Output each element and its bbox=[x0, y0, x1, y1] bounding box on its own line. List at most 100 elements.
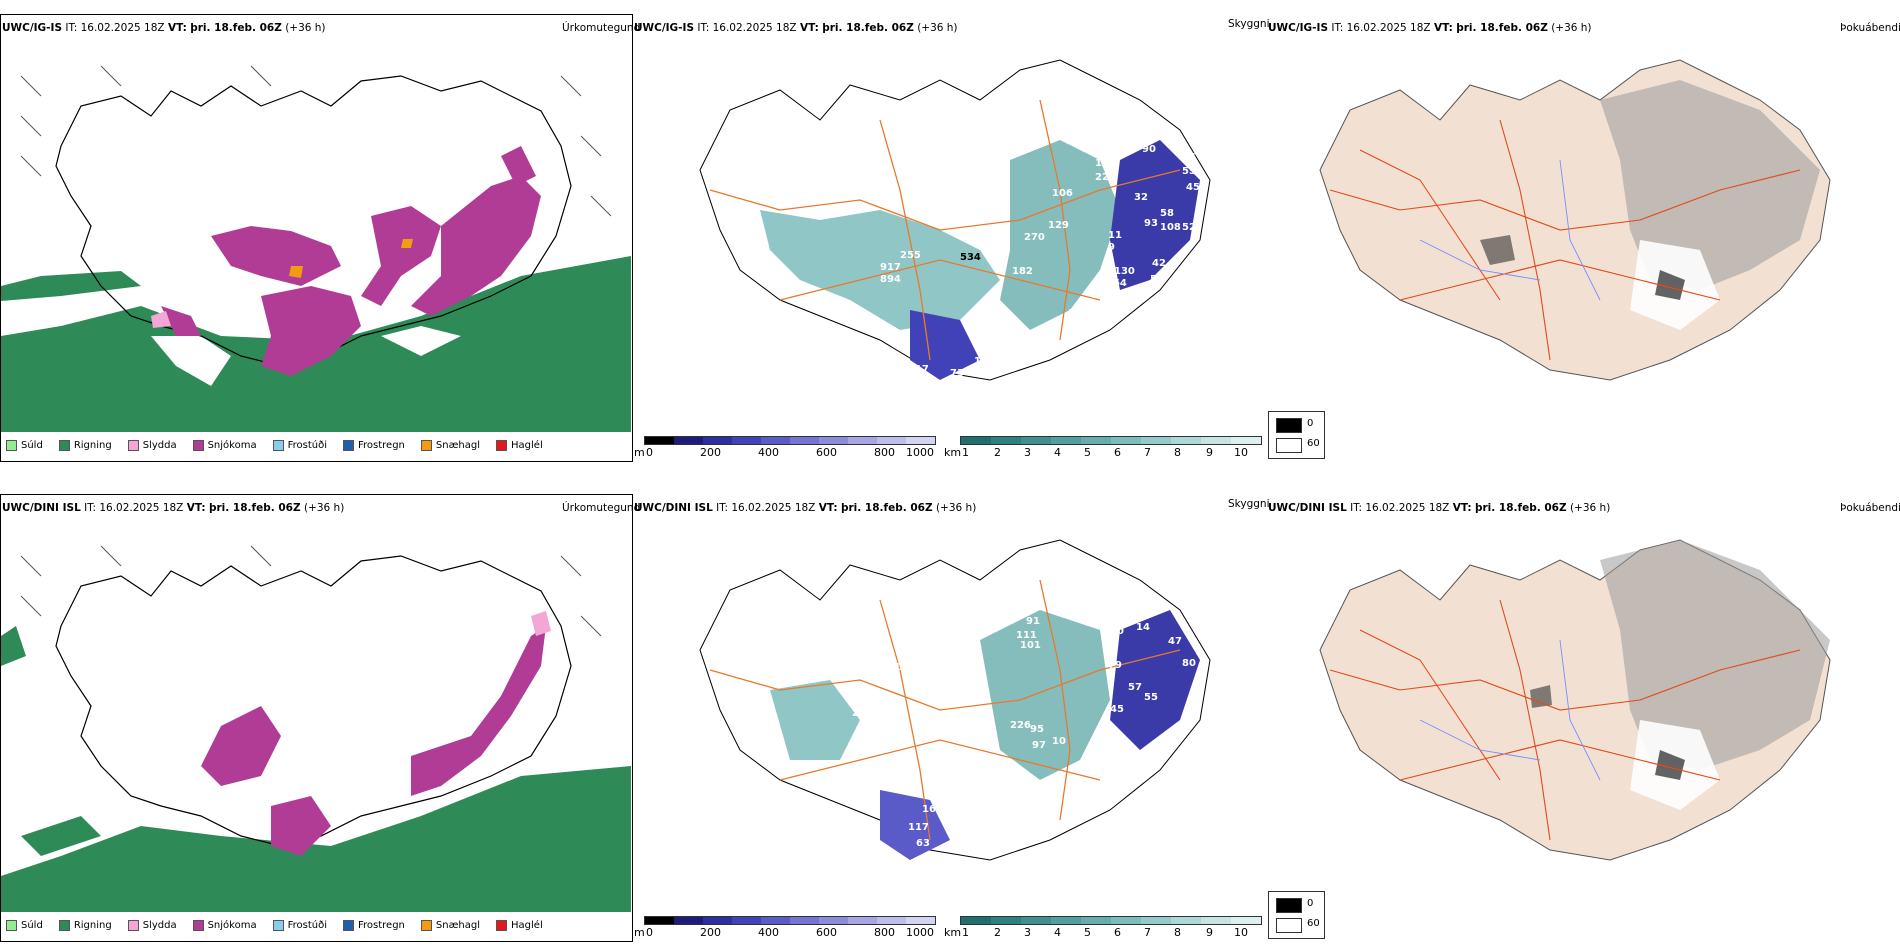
lead-time: (+36 h) bbox=[1569, 502, 1611, 514]
valid-time: þri. 18.feb. 06Z bbox=[1456, 22, 1548, 34]
init-time: IT: 16.02.2025 18Z bbox=[65, 22, 165, 34]
ceiling-label: 9 bbox=[1108, 242, 1115, 253]
ceiling-label: 11 bbox=[1068, 330, 1082, 341]
ceiling-label: 204 bbox=[1095, 132, 1116, 143]
visibility-tick: 1 bbox=[962, 446, 969, 459]
ceiling-tick: 200 bbox=[700, 926, 721, 939]
visibility-tick: 5 bbox=[1084, 926, 1091, 939]
lead-time: (+36 h) bbox=[935, 502, 977, 514]
ceiling-label: 10 bbox=[1052, 736, 1066, 747]
ceiling-label: 73 bbox=[950, 368, 964, 379]
init-time: IT: 16.02.2025 18Z bbox=[1350, 502, 1450, 514]
valid-time: þri. 18.feb. 06Z bbox=[1474, 502, 1567, 514]
visibility-tick: 7 bbox=[1144, 446, 1151, 459]
ceiling-label: 117 bbox=[908, 822, 929, 833]
visibility-tick: 2 bbox=[994, 446, 1001, 459]
legend-item-sudl: Súld bbox=[6, 440, 43, 451]
legend-label: Frostregn bbox=[358, 440, 405, 451]
ceiling-bar bbox=[644, 436, 936, 445]
ceiling-label: 58 bbox=[1160, 208, 1174, 219]
visibility-tick: 9 bbox=[1206, 446, 1213, 459]
ceiling-label: 79 bbox=[1108, 660, 1122, 671]
visibility-tick: 4 bbox=[1054, 926, 1061, 939]
precip-panel-title: Úrkomutegund bbox=[562, 502, 641, 514]
init-time: IT: 16.02.2025 18Z bbox=[697, 22, 797, 34]
lead-time: (+36 h) bbox=[285, 22, 326, 34]
ceiling-label: 70 bbox=[1110, 626, 1124, 637]
fog-legend-label: 0 bbox=[1307, 898, 1314, 909]
ceiling-label: 511 bbox=[870, 670, 891, 681]
ceiling-label: 42 bbox=[1152, 258, 1166, 269]
visibility-colorbar-1: km 1 2 3 4 5 6 7 8 9 10 bbox=[944, 436, 1264, 459]
fog-legend-1: 0 60 bbox=[1268, 411, 1325, 459]
ceiling-label: 36 bbox=[1182, 596, 1196, 607]
valid-time-label: VT: bbox=[186, 502, 206, 514]
model-name: UWC/DINI ISL bbox=[2, 502, 81, 514]
lead-time: (+36 h) bbox=[917, 22, 958, 34]
ceiling-label: 132 bbox=[1095, 158, 1116, 169]
ceiling-label: 45 bbox=[1186, 182, 1200, 193]
model-name: UWC/DINI ISL bbox=[1268, 502, 1347, 514]
ceiling-label: 917 bbox=[880, 262, 901, 273]
visibility-tick: 6 bbox=[1114, 926, 1121, 939]
valid-time: þri. 18.feb. 06Z bbox=[822, 22, 914, 34]
ceiling-unit: m bbox=[634, 446, 645, 459]
init-time: IT: 16.02.2025 18Z bbox=[84, 502, 184, 514]
visibility-bar bbox=[960, 916, 1262, 925]
row-2: UWC/DINI ISL IT: 16.02.2025 18Z VT: þri.… bbox=[0, 480, 1900, 950]
legend-item-rigning: Rigning bbox=[58, 440, 112, 451]
ceiling-label: 113 bbox=[958, 792, 979, 803]
ceiling-label: 635 bbox=[790, 342, 811, 353]
visibility-tick: 1 bbox=[962, 926, 969, 939]
legend-label: Snæhagl bbox=[435, 920, 481, 931]
fog-legend-swatch bbox=[1276, 438, 1302, 453]
ceiling-label: 57 bbox=[1128, 682, 1142, 693]
visibility-unit: km bbox=[944, 926, 962, 939]
ceiling-label: 91 bbox=[1026, 616, 1040, 627]
precip-type-map-1 bbox=[1, 65, 631, 432]
fog-map-1 bbox=[1319, 59, 1831, 381]
legend-item-haglel: Haglél bbox=[496, 440, 543, 451]
ceiling-tick: 0 bbox=[646, 446, 653, 459]
ceiling-tick: 0 bbox=[646, 926, 653, 939]
ceiling-colorbar-1: m 0 200 400 600 800 1000 bbox=[634, 436, 936, 459]
legend-item-frostudi: Frostúði bbox=[272, 920, 327, 931]
ceiling-label: 226 bbox=[1010, 720, 1031, 731]
ceiling-label: 55 bbox=[1144, 692, 1158, 703]
ceiling-label: 20 bbox=[1030, 88, 1044, 99]
ceiling-label: 210 bbox=[782, 354, 803, 365]
init-time: IT: 16.02.2025 18Z bbox=[1331, 22, 1431, 34]
panel-header-2: UWC/DINI ISL IT: 16.02.2025 18Z VT: þri.… bbox=[2, 502, 344, 514]
visibility-unit: km bbox=[944, 446, 962, 459]
ceiling-label: 14 bbox=[1136, 622, 1150, 633]
ceiling-label: 95 bbox=[1030, 724, 1044, 735]
legend-label: Frostúði bbox=[287, 920, 327, 931]
ceiling-label: 84 bbox=[1124, 546, 1138, 557]
ceiling-label: 59 bbox=[1124, 612, 1138, 623]
valid-time: þri. 18.feb. 06Z bbox=[840, 502, 933, 514]
init-time: IT: 16.02.2025 18Z bbox=[716, 502, 816, 514]
legend-item-snaehagl: Snæhagl bbox=[420, 440, 480, 451]
ceiling-label: 65 bbox=[1082, 118, 1096, 129]
precip-type-panel-2 bbox=[0, 494, 633, 942]
valid-time: þri. 18.feb. 06Z bbox=[208, 502, 301, 514]
model-name: UWC/IG-IS bbox=[1268, 22, 1329, 34]
valid-time-label: VT: bbox=[167, 22, 187, 34]
precip-type-map-2 bbox=[1, 545, 631, 912]
row-1: UWC/IG-IS IT: 16.02.2025 18Z VT: þri. 18… bbox=[0, 0, 1900, 462]
visibility-tick: 7 bbox=[1144, 926, 1151, 939]
ceiling-label: 53 bbox=[958, 810, 972, 821]
legend-label: Frostúði bbox=[287, 440, 327, 451]
legend-item-frostudi: Frostúði bbox=[272, 440, 327, 451]
ceiling-tick: 400 bbox=[758, 446, 779, 459]
ceiling-label: 176 bbox=[1068, 308, 1089, 319]
ceiling-label: 42 bbox=[1190, 614, 1204, 625]
ceiling-label: 270 bbox=[1024, 232, 1045, 243]
ceiling-colorbar-2: m 0 200 400 600 800 1000 bbox=[634, 916, 936, 939]
ceiling-label: 129 bbox=[1048, 220, 1069, 231]
panel-header-1c: UWC/IG-IS IT: 16.02.2025 18Z VT: þri. 18… bbox=[1268, 22, 1592, 34]
precip-type-panel-1 bbox=[0, 14, 633, 462]
valid-time-label: VT: bbox=[1433, 22, 1453, 34]
ceiling-label: 160 bbox=[922, 804, 943, 815]
model-name: UWC/DINI ISL bbox=[634, 502, 713, 514]
